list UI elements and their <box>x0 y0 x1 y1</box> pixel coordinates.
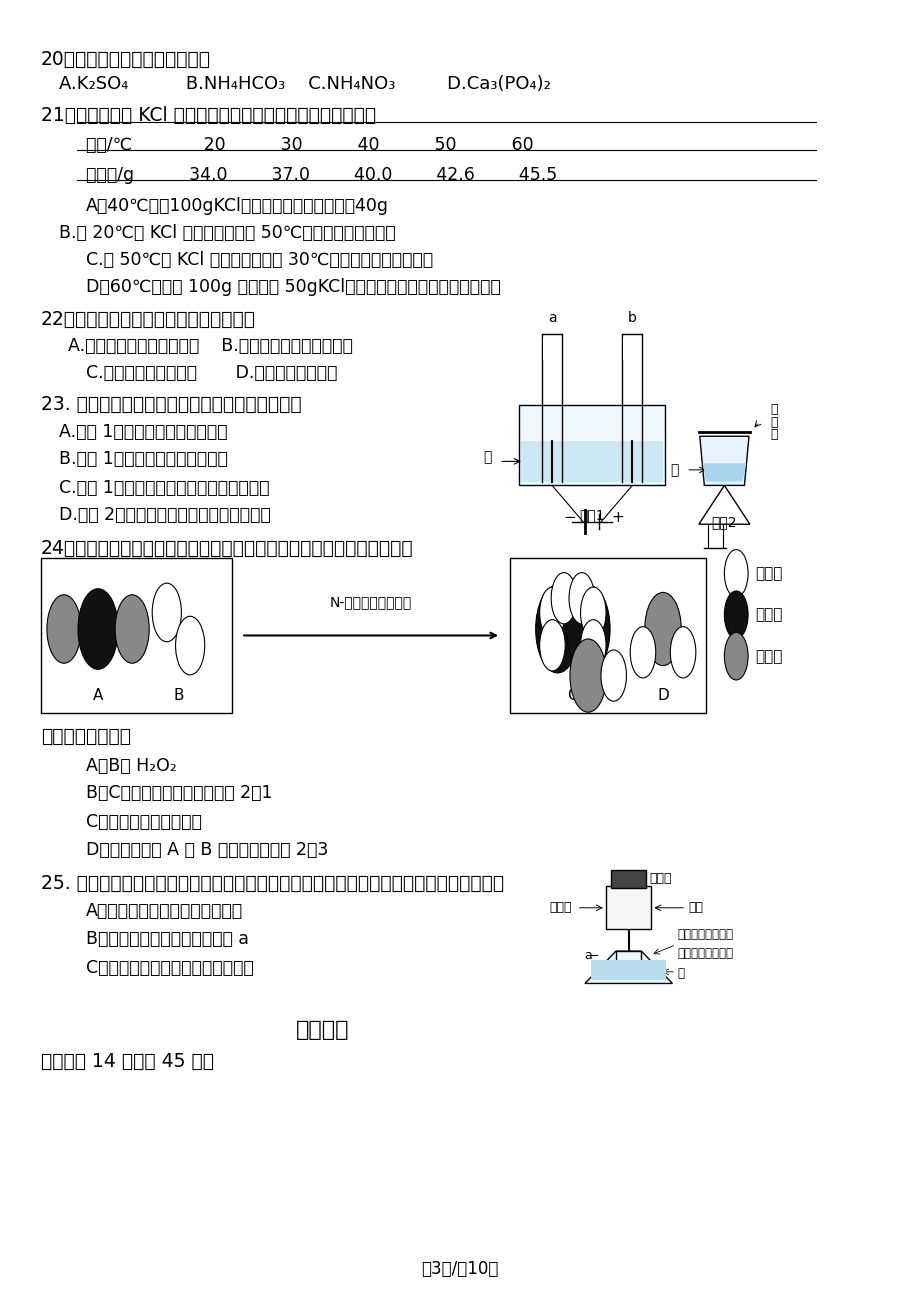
Ellipse shape <box>47 595 81 663</box>
Text: A．实验所用注射器气密性应良好: A．实验所用注射器气密性应良好 <box>86 902 244 921</box>
Text: 溶解度/g          34.0        37.0        40.0        42.6        45.5: 溶解度/g 34.0 37.0 40.0 42.6 45.5 <box>86 165 557 184</box>
Text: D．参加反应的 A 与 B 的分子个数比为 2：3: D．参加反应的 A 与 B 的分子个数比为 2：3 <box>86 841 328 859</box>
Text: N-掺杂石墨烯量子点: N-掺杂石墨烯量子点 <box>330 595 412 609</box>
Polygon shape <box>518 405 664 486</box>
Ellipse shape <box>723 549 747 598</box>
Text: B．C中的碳、氧元素质量比为 2：1: B．C中的碳、氧元素质量比为 2：1 <box>86 784 272 802</box>
Text: B: B <box>173 687 184 703</box>
Text: C．两种生成物均为单质: C．两种生成物均为单质 <box>86 812 202 831</box>
Ellipse shape <box>570 639 606 712</box>
Text: C.将 50℃的 KCl 饱和溶液降温至 30℃，溶液变为不饱和溶液: C.将 50℃的 KCl 饱和溶液降温至 30℃，溶液变为不饱和溶液 <box>86 251 433 270</box>
Text: 食盐和水的滤纸条: 食盐和水的滤纸条 <box>676 948 732 960</box>
Text: C．该实验铁粉用量不影响实验结果: C．该实验铁粉用量不影响实验结果 <box>86 958 254 976</box>
Text: 24．将二氧化碳转化为乙醇，反应前后分子种类变化的微观示意图如下。: 24．将二氧化碳转化为乙醇，反应前后分子种类变化的微观示意图如下。 <box>40 539 413 557</box>
Text: C.实验 1，变化前后原子种类、个数均不变: C.实验 1，变化前后原子种类、个数均不变 <box>59 479 269 497</box>
Polygon shape <box>591 960 665 979</box>
Ellipse shape <box>550 573 576 624</box>
Text: 粘有铁粉、碳粉、: 粘有铁粉、碳粉、 <box>676 928 732 941</box>
Ellipse shape <box>670 626 695 678</box>
Polygon shape <box>510 557 706 713</box>
Text: A．40℃时，100gKCl饱和溶液中溶质的质量为40g: A．40℃时，100gKCl饱和溶液中溶质的质量为40g <box>86 197 389 215</box>
Text: C: C <box>567 687 577 703</box>
Ellipse shape <box>600 650 626 702</box>
Text: B.实验 1，变化前后分子总数不变: B.实验 1，变化前后分子总数不变 <box>59 450 228 469</box>
Text: C.浓硫酸稀释放出热量       D.酒精燃烧放出热量: C.浓硫酸稀释放出热量 D.酒精燃烧放出热量 <box>86 363 337 381</box>
Ellipse shape <box>723 591 747 638</box>
Ellipse shape <box>569 573 594 624</box>
Text: 21．不同温度下 KCl 的溶解度如下表所示。下列说法正确的是: 21．不同温度下 KCl 的溶解度如下表所示。下列说法正确的是 <box>40 107 375 125</box>
Text: A.实验 1，变化前后分子种类改变: A.实验 1，变化前后分子种类改变 <box>59 423 227 441</box>
Text: A．B是 H₂O₂: A．B是 H₂O₂ <box>86 756 176 775</box>
Text: 碳原子: 碳原子 <box>754 607 782 622</box>
Text: A: A <box>93 687 103 703</box>
Polygon shape <box>542 337 561 359</box>
Text: 水: 水 <box>482 450 491 465</box>
Ellipse shape <box>539 587 564 638</box>
Polygon shape <box>584 952 672 983</box>
Text: B．最终注射器内水面高度接近 a: B．最终注射器内水面高度接近 a <box>86 931 249 948</box>
Ellipse shape <box>566 585 609 673</box>
Ellipse shape <box>115 595 149 663</box>
Text: a: a <box>547 311 556 324</box>
Text: A.氢氧化钠溶于水吸收热量    B.氧化钙与水反应放出热量: A.氢氧化钠溶于水吸收热量 B.氧化钙与水反应放出热量 <box>68 337 353 354</box>
Text: a: a <box>584 949 592 961</box>
Ellipse shape <box>152 583 181 642</box>
Text: 第二部分: 第二部分 <box>296 1019 349 1040</box>
Text: 注射器: 注射器 <box>549 901 571 914</box>
Text: 水: 水 <box>676 966 683 979</box>
Text: 水: 水 <box>669 464 677 477</box>
Ellipse shape <box>539 620 564 671</box>
Text: 22．下列有关能量变化的描述不正确的是: 22．下列有关能量变化的描述不正确的是 <box>40 310 255 328</box>
Text: 20．下列化肥中，属于钾肥的是: 20．下列化肥中，属于钾肥的是 <box>40 49 210 69</box>
Text: +: + <box>611 510 623 525</box>
Text: 本部分共 14 题，共 45 分。: 本部分共 14 题，共 45 分。 <box>40 1052 213 1072</box>
FancyBboxPatch shape <box>610 870 645 888</box>
Ellipse shape <box>535 585 579 673</box>
Text: 第3页/共10页: 第3页/共10页 <box>421 1260 498 1279</box>
Text: 片: 片 <box>770 428 777 441</box>
Text: b: b <box>627 311 636 324</box>
Text: 实验2: 实验2 <box>711 516 736 529</box>
Ellipse shape <box>176 616 205 674</box>
Text: 下列说法正确的是: 下列说法正确的是 <box>40 728 130 746</box>
Ellipse shape <box>78 589 118 669</box>
Text: 氢原子: 氢原子 <box>754 566 782 581</box>
Ellipse shape <box>580 587 606 638</box>
Text: 空气: 空气 <box>687 901 702 914</box>
Ellipse shape <box>630 626 655 678</box>
Ellipse shape <box>644 592 681 665</box>
Text: 橡皮筋: 橡皮筋 <box>649 872 672 885</box>
Ellipse shape <box>580 620 606 671</box>
Text: 玻: 玻 <box>770 402 777 415</box>
Text: B.将 20℃的 KCl 饱和溶液升温至 50℃，溶液仍为饱和溶液: B.将 20℃的 KCl 饱和溶液升温至 50℃，溶液仍为饱和溶液 <box>59 224 395 242</box>
Polygon shape <box>606 887 651 930</box>
Text: D.实验 2，变化前后分子种类、个数均不变: D.实验 2，变化前后分子种类、个数均不变 <box>59 506 270 525</box>
Polygon shape <box>40 557 232 713</box>
Polygon shape <box>520 441 663 482</box>
Text: 温度/℃             20          30          40          50          60: 温度/℃ 20 30 40 50 60 <box>86 137 533 154</box>
Polygon shape <box>702 464 745 482</box>
Ellipse shape <box>723 633 747 680</box>
Text: 25. 利用铁在空气中生锈的原理测定空气中氧气含量，实验装置如下。下列说法不正确的是: 25. 利用铁在空气中生锈的原理测定空气中氧气含量，实验装置如下。下列说法不正确… <box>40 874 504 892</box>
Polygon shape <box>699 436 748 486</box>
Text: 23. 下列两个关于水的实验，有关说法不正确的是: 23. 下列两个关于水的实验，有关说法不正确的是 <box>40 395 301 414</box>
Text: 氧原子: 氧原子 <box>754 648 782 664</box>
Polygon shape <box>622 337 641 359</box>
Text: D．60℃时，向 100g 水中加入 50gKCl，充分溶解，所得溶液为饱和溶液: D．60℃时，向 100g 水中加入 50gKCl，充分溶解，所得溶液为饱和溶液 <box>86 279 501 297</box>
Text: −: − <box>562 510 575 525</box>
Text: 璃: 璃 <box>770 415 777 428</box>
Polygon shape <box>615 952 641 966</box>
Text: A.K₂SO₄          B.NH₄HCO₃    C.NH₄NO₃         D.Ca₃(PO₄)₂: A.K₂SO₄ B.NH₄HCO₃ C.NH₄NO₃ D.Ca₃(PO₄)₂ <box>59 76 550 94</box>
Text: 实验1: 实验1 <box>579 509 605 522</box>
Text: D: D <box>656 687 668 703</box>
